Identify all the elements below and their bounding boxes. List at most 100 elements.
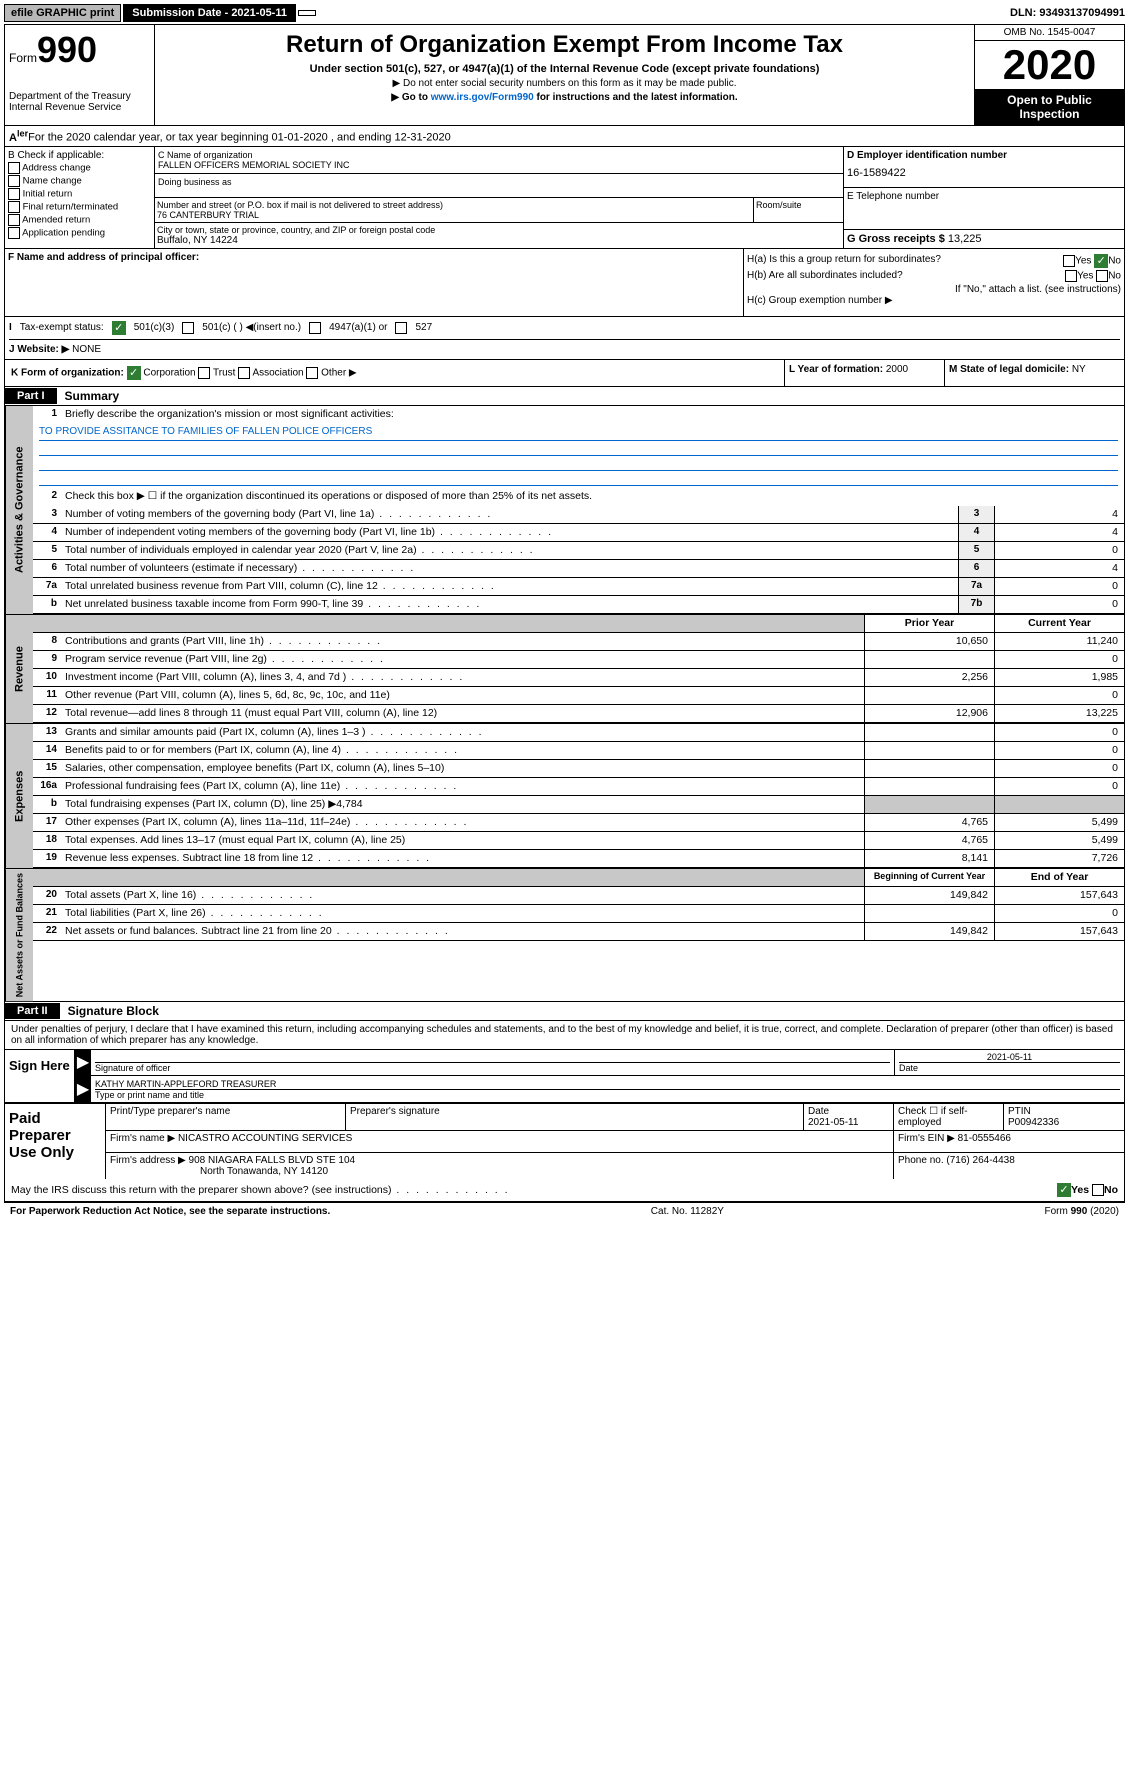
h-c-label: H(c) Group exemption number ▶ xyxy=(747,295,1121,306)
submission-button[interactable]: Submission Date - 2021-05-11 xyxy=(123,4,296,22)
cb-other[interactable] xyxy=(306,367,318,379)
firm-ein-label: Firm's EIN ▶ xyxy=(898,1133,955,1144)
cb-527[interactable] xyxy=(395,322,407,334)
footer-left: For Paperwork Reduction Act Notice, see … xyxy=(10,1206,330,1217)
cb-pending[interactable]: Application pending xyxy=(8,227,151,239)
submission-date xyxy=(298,10,316,16)
line-19-text: Revenue less expenses. Subtract line 18 … xyxy=(61,850,864,867)
gross-label: G Gross receipts $ xyxy=(847,233,945,245)
footer-right: Form 990 (2020) xyxy=(1045,1206,1119,1217)
line-9-text: Program service revenue (Part VIII, line… xyxy=(61,651,864,668)
line-3-text: Number of voting members of the governin… xyxy=(61,506,958,523)
ptin-value: P00942336 xyxy=(1008,1117,1059,1128)
city-value: Buffalo, NY 14224 xyxy=(157,235,841,246)
sig-name: KATHY MARTIN-APPLEFORD TREASURER xyxy=(95,1079,1120,1090)
line-7a-val: 0 xyxy=(994,578,1124,595)
discuss-text: May the IRS discuss this return with the… xyxy=(11,1184,510,1196)
h-a-answer: Yes ✓No xyxy=(1063,254,1121,268)
cb-association[interactable] xyxy=(238,367,250,379)
line-3-val: 4 xyxy=(994,506,1124,523)
line-13-curr: 0 xyxy=(994,724,1124,741)
line-10-curr: 1,985 xyxy=(994,669,1124,686)
cb-501c3[interactable]: ✓ xyxy=(112,321,126,335)
line-18-text: Total expenses. Add lines 13–17 (must eq… xyxy=(61,832,864,849)
prep-name-label: Print/Type preparer's name xyxy=(106,1104,346,1130)
line-22-text: Net assets or fund balances. Subtract li… xyxy=(61,923,864,940)
irs-link[interactable]: www.irs.gov/Form990 xyxy=(431,92,534,103)
line-20-prior: 149,842 xyxy=(864,887,994,904)
line-6-val: 4 xyxy=(994,560,1124,577)
col-b-checkboxes: B Check if applicable: Address change Na… xyxy=(5,147,155,248)
dept-label: Department of the Treasury Internal Reve… xyxy=(9,91,150,113)
cb-final-return[interactable]: Final return/terminated xyxy=(8,201,151,213)
prep-date-label: Date xyxy=(808,1106,829,1117)
line-12-curr: 13,225 xyxy=(994,705,1124,722)
h-a-label: H(a) Is this a group return for subordin… xyxy=(747,254,941,268)
form-prefix: Form xyxy=(9,51,37,65)
line-18-prior: 4,765 xyxy=(864,832,994,849)
header-sub1: Under section 501(c), 527, or 4947(a)(1)… xyxy=(161,63,968,75)
cb-address-change[interactable]: Address change xyxy=(8,162,151,174)
line-15-text: Salaries, other compensation, employee b… xyxy=(61,760,864,777)
line-20-curr: 157,643 xyxy=(994,887,1124,904)
header-sub3: ▶ Go to www.irs.gov/Form990 for instruct… xyxy=(161,92,968,103)
sig-date-label: Date xyxy=(899,1062,1120,1073)
cb-trust[interactable] xyxy=(198,367,210,379)
part1-title: Summary xyxy=(57,387,128,405)
line-14-curr: 0 xyxy=(994,742,1124,759)
cb-initial-return[interactable]: Initial return xyxy=(8,188,151,200)
firm-city: North Tonawanda, NY 14120 xyxy=(200,1166,328,1177)
line-9-curr: 0 xyxy=(994,651,1124,668)
ptin-label: PTIN xyxy=(1008,1106,1031,1117)
vtab-expenses: Expenses xyxy=(5,724,33,868)
line-11-text: Other revenue (Part VIII, column (A), li… xyxy=(61,687,864,704)
cb-amended[interactable]: Amended return xyxy=(8,214,151,226)
line-16a-text: Professional fundraising fees (Part IX, … xyxy=(61,778,864,795)
sig-officer-label: Signature of officer xyxy=(95,1062,890,1073)
firm-name: NICASTRO ACCOUNTING SERVICES xyxy=(178,1133,352,1144)
tel-label: E Telephone number xyxy=(847,191,1121,202)
year-formation-value: 2000 xyxy=(886,364,908,375)
efile-button[interactable]: efile GRAPHIC print xyxy=(4,4,121,22)
form-title: Return of Organization Exempt From Incom… xyxy=(161,31,968,59)
paid-preparer-label: Paid Preparer Use Only xyxy=(5,1104,105,1179)
form-id-block: Form990 Department of the Treasury Inter… xyxy=(5,25,155,125)
dba-label: Doing business as xyxy=(158,177,840,187)
website-label: Website: ▶ xyxy=(17,344,69,355)
line-21-text: Total liabilities (Part X, line 26) xyxy=(61,905,864,922)
website-value: NONE xyxy=(72,344,101,355)
line-11-prior xyxy=(864,687,994,704)
ein-label: D Employer identification number xyxy=(847,150,1121,161)
arrow-icon: ▶ xyxy=(75,1076,91,1102)
open-public-badge: Open to Public Inspection xyxy=(975,89,1124,125)
line-16b-text: Total fundraising expenses (Part IX, col… xyxy=(61,796,864,813)
line-15-prior xyxy=(864,760,994,777)
line-22-prior: 149,842 xyxy=(864,923,994,940)
h-b-label: H(b) Are all subordinates included? xyxy=(747,270,903,282)
cb-501c[interactable] xyxy=(182,322,194,334)
line-7a-text: Total unrelated business revenue from Pa… xyxy=(61,578,958,595)
line-17-text: Other expenses (Part IX, column (A), lin… xyxy=(61,814,864,831)
line-9-prior xyxy=(864,651,994,668)
line-6-text: Total number of volunteers (estimate if … xyxy=(61,560,958,577)
tax-year: 2020 xyxy=(975,41,1124,89)
street-label: Number and street (or P.O. box if mail i… xyxy=(157,200,751,210)
vtab-governance: Activities & Governance xyxy=(5,406,33,614)
cb-name-change[interactable]: Name change xyxy=(8,175,151,187)
line-14-prior xyxy=(864,742,994,759)
form-number: 990 xyxy=(37,29,97,70)
hdr-current: Current Year xyxy=(994,615,1124,632)
firm-ein: 81-0555466 xyxy=(958,1133,1011,1144)
org-name-label: C Name of organization xyxy=(158,150,840,160)
cb-corporation[interactable]: ✓ xyxy=(127,366,141,380)
line-16a-prior xyxy=(864,778,994,795)
row-a-period: AlerFor the 2020 calendar year, or tax y… xyxy=(5,126,1124,147)
vtab-netassets: Net Assets or Fund Balances xyxy=(5,869,33,1001)
line-12-text: Total revenue—add lines 8 through 11 (mu… xyxy=(61,705,864,722)
line-13-prior xyxy=(864,724,994,741)
cb-4947[interactable] xyxy=(309,322,321,334)
line-10-text: Investment income (Part VIII, column (A)… xyxy=(61,669,864,686)
footer-cat: Cat. No. 11282Y xyxy=(651,1206,724,1217)
firm-addr-label: Firm's address ▶ xyxy=(110,1155,186,1166)
state-domicile-value: NY xyxy=(1072,364,1086,375)
